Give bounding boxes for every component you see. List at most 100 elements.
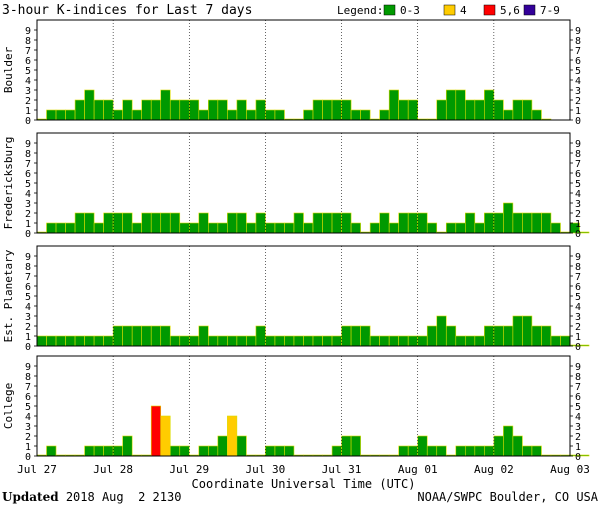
x-tick-label: Jul 31 bbox=[322, 463, 362, 476]
k-index-bar bbox=[122, 325, 133, 347]
k-index-bar bbox=[293, 335, 304, 347]
y-tick-label: 0 bbox=[575, 342, 581, 353]
y-tick-label: 9 bbox=[575, 139, 581, 150]
k-index-bar bbox=[350, 325, 361, 347]
legend-swatch bbox=[383, 4, 396, 16]
y-tick-label: 7 bbox=[575, 272, 581, 283]
y-tick-label: 5 bbox=[575, 179, 581, 190]
legend-item-label: 0-3 bbox=[400, 4, 420, 17]
x-axis-title: Coordinate Universal Time (UTC) bbox=[192, 477, 416, 490]
k-index-bar bbox=[65, 222, 76, 234]
k-index-bar bbox=[531, 325, 542, 347]
k-index-bar bbox=[46, 222, 57, 234]
panel-label: Est. Planetary bbox=[2, 249, 15, 342]
k-index-bar bbox=[341, 435, 352, 457]
y-tick-label: 6 bbox=[575, 392, 581, 403]
y-tick-label: 9 bbox=[575, 362, 581, 373]
y-tick-label: 4 bbox=[25, 76, 31, 87]
k-index-bar bbox=[255, 325, 266, 347]
y-tick-label: 1 bbox=[25, 106, 31, 117]
k-index-bar bbox=[150, 212, 162, 234]
k-index-bar bbox=[379, 109, 390, 121]
k-index-bar bbox=[522, 445, 533, 457]
k-index-bar bbox=[350, 435, 361, 457]
k-index-bar bbox=[103, 335, 114, 347]
y-tick-label: 9 bbox=[25, 362, 31, 373]
k-index-bar bbox=[503, 109, 514, 121]
panel-label: College bbox=[2, 383, 15, 429]
k-index-bar bbox=[131, 109, 142, 121]
k-index-bar bbox=[284, 445, 295, 457]
k-index-bar bbox=[227, 335, 238, 347]
k-index-bar bbox=[293, 212, 304, 234]
y-tick-label: 1 bbox=[575, 442, 581, 453]
y-tick-label: 6 bbox=[25, 169, 31, 180]
k-index-bar bbox=[341, 212, 352, 234]
legend-label: Legend: bbox=[337, 4, 383, 17]
k-index-bar bbox=[84, 335, 95, 347]
k-index-bar bbox=[512, 99, 523, 121]
k-index-bar bbox=[255, 212, 266, 234]
k-index-bar bbox=[493, 212, 504, 234]
k-index-bar bbox=[208, 99, 219, 121]
legend-swatch bbox=[443, 4, 456, 16]
x-tick-label: Aug 03 bbox=[550, 463, 590, 476]
k-index-bar bbox=[512, 212, 523, 234]
k-index-bar bbox=[141, 99, 152, 121]
y-tick-label: 8 bbox=[25, 262, 31, 273]
k-index-bar bbox=[360, 325, 371, 347]
k-index-bar bbox=[246, 109, 257, 121]
y-tick-label: 4 bbox=[575, 189, 581, 200]
k-index-bar bbox=[350, 222, 361, 234]
k-index-bar bbox=[331, 212, 342, 234]
y-tick-label: 2 bbox=[575, 432, 581, 443]
k-index-bar bbox=[484, 325, 495, 347]
k-index-bar bbox=[398, 445, 409, 457]
k-index-bar bbox=[112, 109, 123, 121]
y-tick-label: 0 bbox=[25, 229, 31, 240]
k-index-bar bbox=[512, 435, 523, 457]
k-index-bar bbox=[407, 445, 419, 457]
k-index-bar bbox=[398, 99, 409, 121]
k-index-bar bbox=[284, 335, 295, 347]
y-tick-label: 0 bbox=[575, 452, 581, 463]
k-index-bar bbox=[246, 335, 257, 347]
k-index-bar bbox=[236, 99, 247, 121]
k-index-bar bbox=[531, 212, 542, 234]
y-tick-label: 5 bbox=[25, 179, 31, 190]
k-index-bar bbox=[484, 445, 495, 457]
panel-college bbox=[34, 355, 590, 457]
k-index-bar bbox=[464, 445, 476, 457]
k-index-bar bbox=[236, 435, 247, 457]
k-index-bar bbox=[512, 315, 523, 347]
y-tick-label: 1 bbox=[25, 219, 31, 230]
k-index-bar bbox=[531, 109, 542, 121]
k-index-bar bbox=[312, 212, 323, 234]
k-index-bar bbox=[246, 222, 257, 234]
k-index-bar bbox=[84, 212, 95, 234]
y-tick-label: 9 bbox=[575, 252, 581, 263]
y-tick-label: 8 bbox=[575, 149, 581, 160]
k-index-bar bbox=[274, 222, 285, 234]
k-index-bar bbox=[188, 335, 200, 347]
k-index-bar bbox=[284, 222, 295, 234]
k-index-bar bbox=[312, 335, 323, 347]
k-index-bar bbox=[93, 222, 104, 234]
y-tick-label: 6 bbox=[575, 56, 581, 67]
y-tick-label: 3 bbox=[575, 422, 581, 433]
k-index-bar bbox=[160, 415, 171, 457]
y-tick-label: 6 bbox=[575, 169, 581, 180]
y-tick-label: 1 bbox=[575, 106, 581, 117]
y-tick-label: 7 bbox=[25, 46, 31, 57]
k-index-bar bbox=[169, 99, 181, 121]
chart-title: 3-hour K-indices for Last 7 days bbox=[2, 3, 252, 18]
k-index-bar bbox=[303, 335, 314, 347]
k-index-bar bbox=[188, 222, 200, 234]
x-tick-label: Jul 29 bbox=[169, 463, 209, 476]
legend-swatch bbox=[523, 4, 536, 16]
k-index-bar bbox=[426, 222, 438, 234]
panel-label: Boulder bbox=[2, 46, 15, 93]
k-index-bar bbox=[331, 99, 342, 121]
k-index-bar bbox=[217, 99, 228, 121]
